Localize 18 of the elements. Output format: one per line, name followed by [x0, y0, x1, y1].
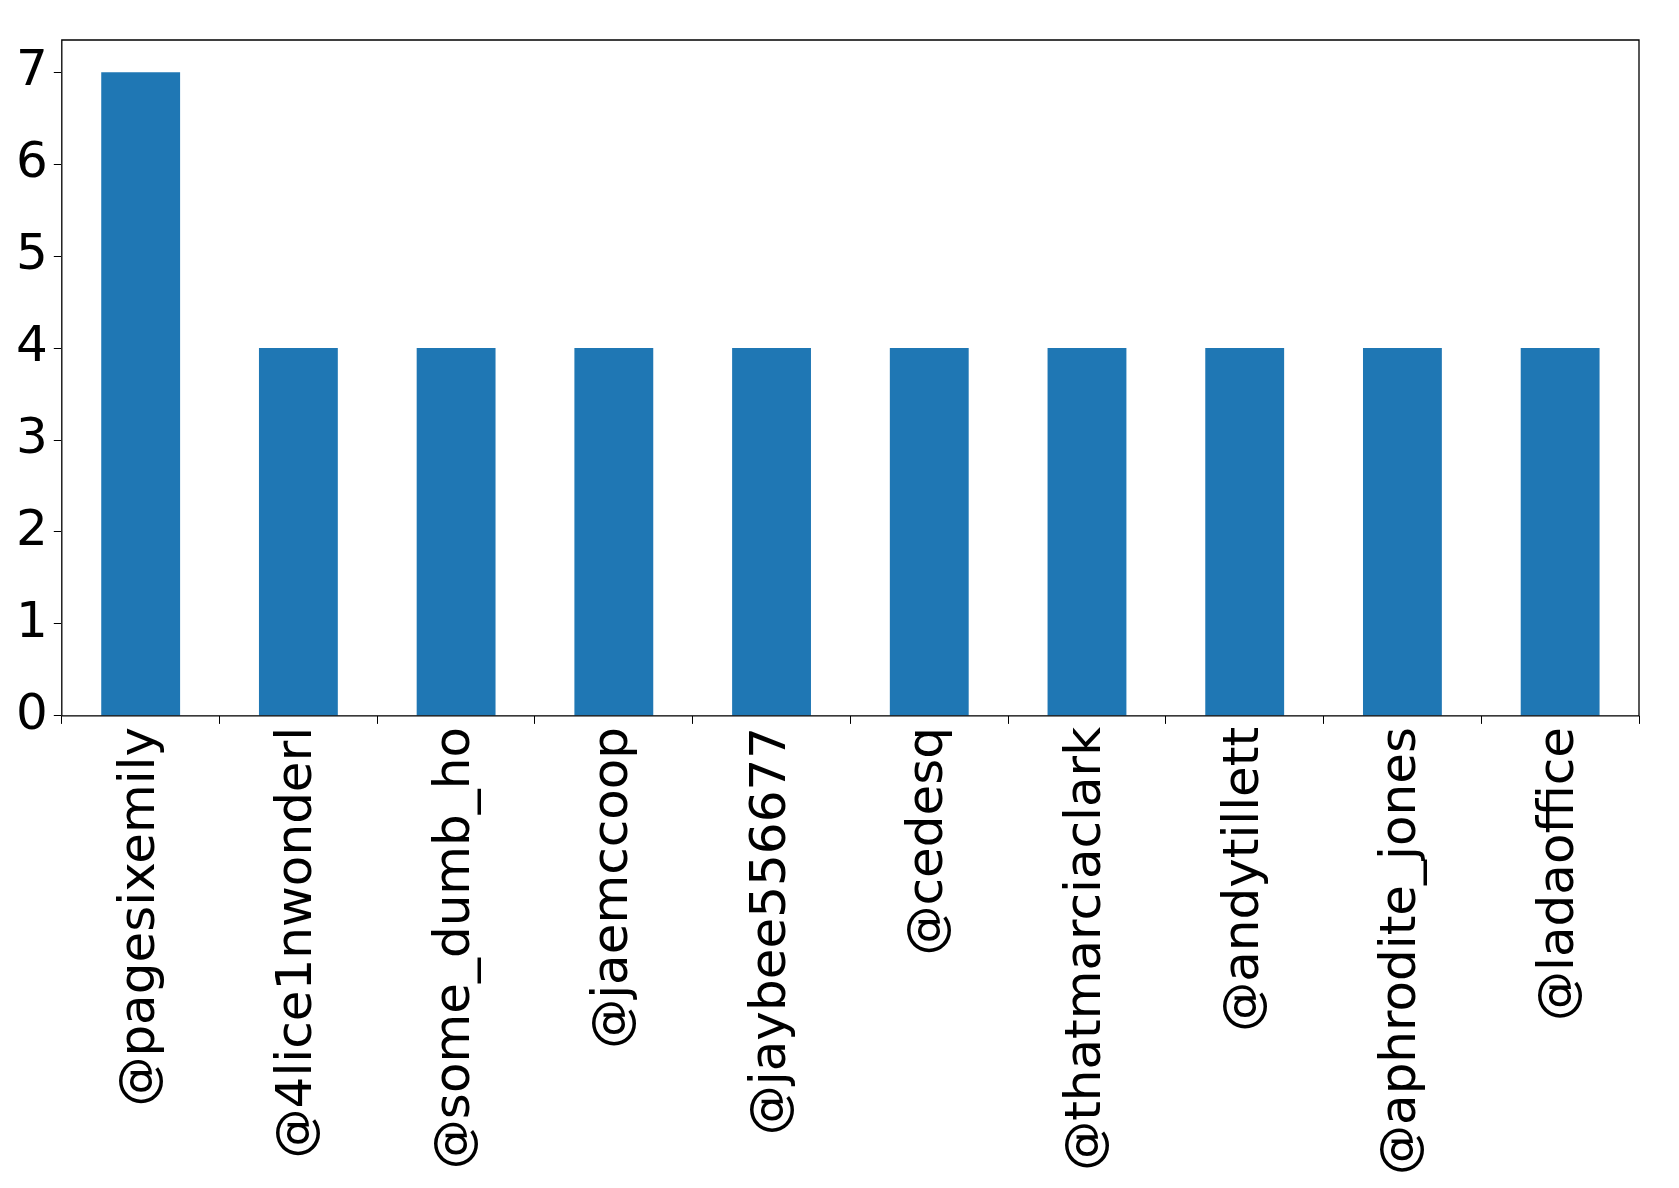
x-tick-label: @thatmarciaclark	[1053, 726, 1112, 1171]
x-tick-label: @some_dumb_ho	[423, 726, 482, 1170]
y-tick-label: 5	[16, 223, 48, 282]
x-tick-label: @andytillett	[1211, 726, 1270, 1032]
y-tick-label: 6	[16, 131, 48, 190]
x-tick-label: @jaybee556677	[738, 726, 797, 1136]
y-tick-label: 1	[16, 590, 48, 649]
x-tick-label: @aphrodite_jones	[1369, 726, 1428, 1176]
y-tick-label: 2	[16, 498, 48, 557]
x-tick-label: @pagesixemily	[107, 726, 166, 1107]
x-tick-label: @cedesq	[896, 726, 955, 956]
y-tick-label: 3	[16, 407, 48, 466]
y-tick-label: 4	[16, 315, 48, 374]
x-tick-label: @4lice1nwonderl	[265, 726, 324, 1159]
x-tick-label: @ladaoffice	[1527, 726, 1586, 1021]
y-tick-label: 0	[16, 682, 48, 741]
y-tick-label: 7	[16, 39, 48, 98]
x-tick-label: @jaemccoop	[580, 726, 639, 1049]
